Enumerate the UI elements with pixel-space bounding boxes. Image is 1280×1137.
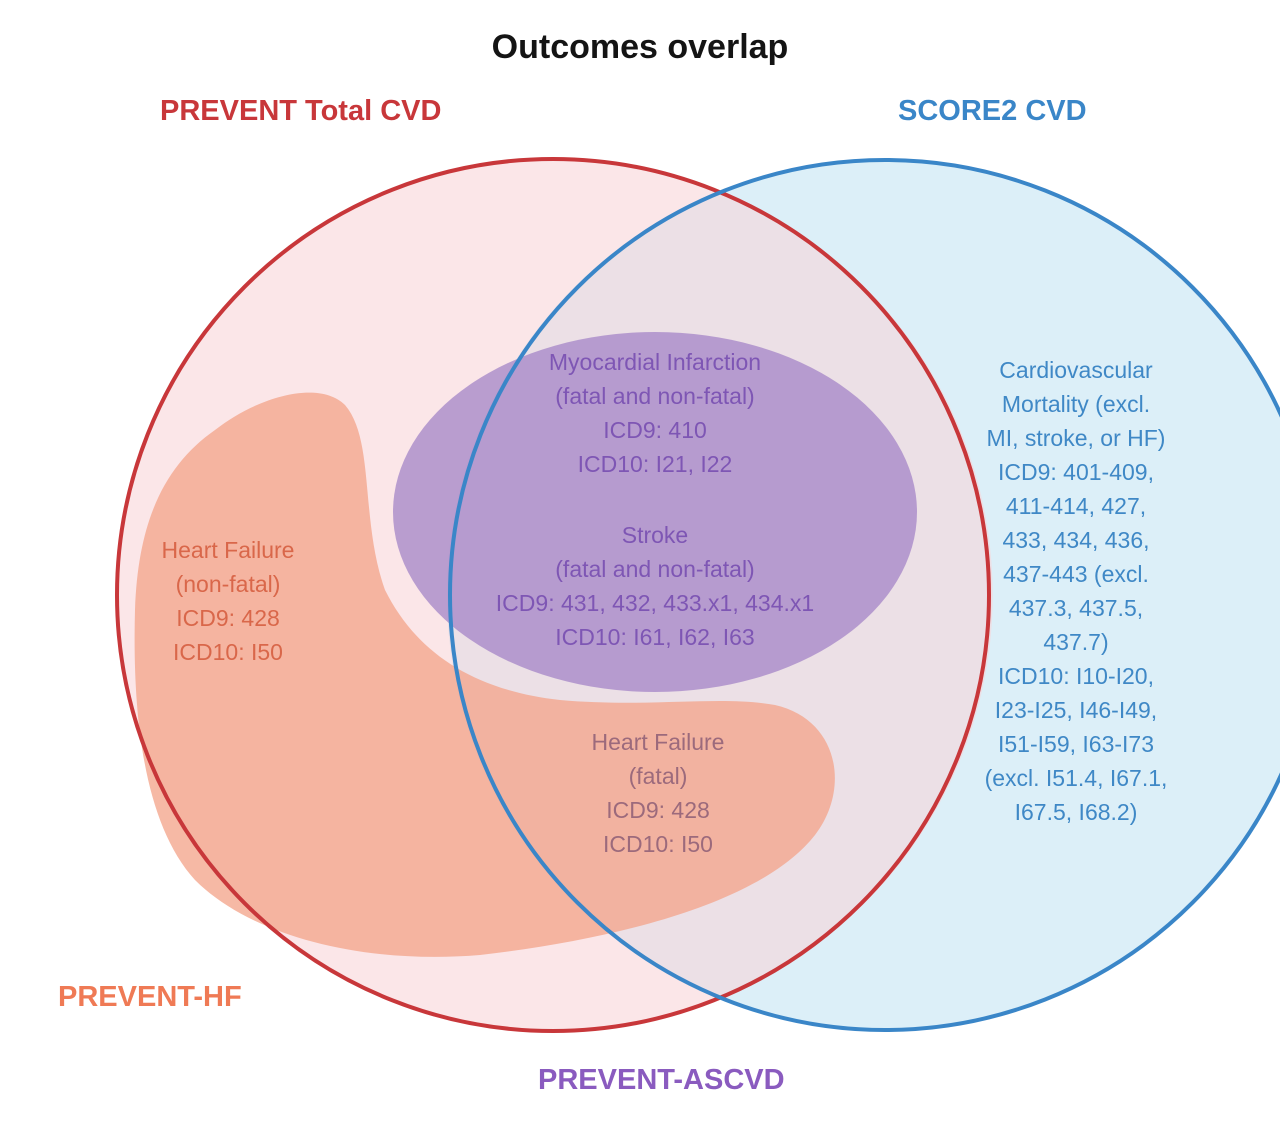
region-line: MI, stroke, or HF) <box>986 425 1166 451</box>
region-line: Stroke <box>621 522 689 548</box>
region-line: Heart Failure <box>161 537 295 563</box>
region-line: Myocardial Infarction <box>548 349 762 375</box>
hf-fatal-block: Heart Failure (fatal) ICD9: 428 ICD10: I… <box>548 725 768 861</box>
region-line: (non-fatal) <box>175 571 281 597</box>
region-line: (fatal) <box>628 763 688 789</box>
region-line: Cardiovascular <box>999 357 1153 383</box>
region-line: ICD10: I21, I22 <box>577 451 733 477</box>
hf-nonfatal-block: Heart Failure (non-fatal) ICD9: 428 ICD1… <box>118 533 338 669</box>
region-line: ICD9: 401-409, <box>998 459 1154 485</box>
prevent-ascvd-label: PREVENT-ASCVD <box>538 1064 785 1096</box>
region-line: (fatal and non-fatal) <box>555 383 755 409</box>
prevent-hf-region <box>134 392 835 957</box>
prevent-total-cvd-circle <box>115 157 991 1033</box>
prevent-total-cvd-label: PREVENT Total CVD <box>160 95 442 127</box>
region-line: I51-I59, I63-I73 <box>998 731 1154 757</box>
region-line: ICD9: 428 <box>606 797 710 823</box>
cv-mortality-block: Cardiovascular Mortality (excl. MI, stro… <box>960 353 1192 829</box>
region-line: ICD10: I10-I20, <box>998 663 1154 689</box>
diagram-title: Outcomes overlap <box>491 28 789 66</box>
region-line: ICD10: I50 <box>603 831 713 857</box>
region-line: I23-I25, I46-I49, <box>994 697 1158 723</box>
mi-block: Myocardial Infarction (fatal and non-fat… <box>455 345 855 481</box>
prevent-hf-label: PREVENT-HF <box>58 981 242 1013</box>
score2-cvd-label: SCORE2 CVD <box>898 95 1087 127</box>
region-line: 437.7) <box>1043 629 1109 655</box>
region-line: 411-414, 427, <box>1005 493 1147 519</box>
region-line: Heart Failure <box>591 729 725 755</box>
region-line: ICD9: 431, 432, 433.x1, 434.x1 <box>495 590 815 616</box>
stroke-block: Stroke (fatal and non-fatal) ICD9: 431, … <box>445 518 865 654</box>
prevent-ascvd-region <box>393 332 917 692</box>
region-line: ICD10: I50 <box>173 639 283 665</box>
region-line: 437-443 (excl. <box>1003 561 1149 587</box>
region-line: I67.5, I68.2) <box>1014 799 1138 825</box>
region-line: (fatal and non-fatal) <box>555 556 755 582</box>
score2-cvd-circle <box>448 158 1280 1032</box>
region-line: 433, 434, 436, <box>1002 527 1150 553</box>
region-line: ICD9: 428 <box>176 605 280 631</box>
region-line: ICD9: 410 <box>603 417 707 443</box>
region-line: ICD10: I61, I62, I63 <box>555 624 755 650</box>
region-line: 437.3, 437.5, <box>1008 595 1144 621</box>
region-line: (excl. I51.4, I67.1, <box>984 765 1168 791</box>
region-line: Mortality (excl. <box>1001 391 1151 417</box>
